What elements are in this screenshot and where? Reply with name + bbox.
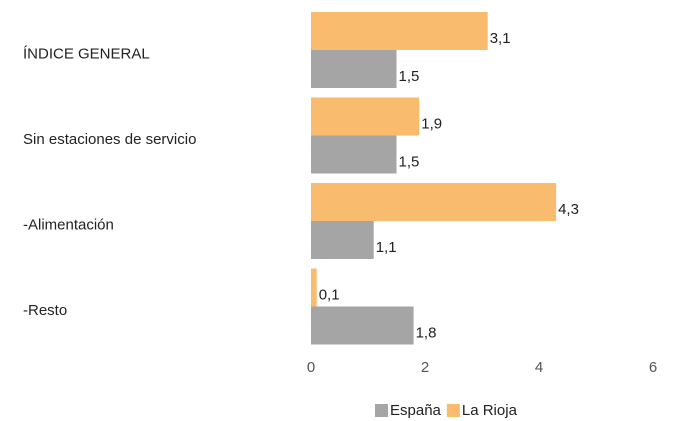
legend-label: España [390,402,442,419]
x-tick-label: 6 [649,359,657,376]
bar [311,97,420,136]
bar [311,135,397,174]
legend-swatch [446,404,460,417]
legend-label: La Rioja [462,402,518,419]
value-label: 4,3 [558,201,579,218]
value-label: 1,9 [421,115,442,132]
value-label: 1,5 [399,68,420,85]
x-tick-label: 2 [421,359,429,376]
bar [311,221,374,259]
bar [311,306,414,345]
x-tick-label: 0 [307,359,315,376]
bar [311,268,317,307]
value-label: 0,1 [319,286,340,303]
value-label: 3,1 [490,30,511,47]
category-label: -Alimentación [23,217,114,234]
value-label: 1,5 [399,153,420,170]
bar [311,183,557,221]
bar [311,50,397,88]
value-label: 1,8 [416,324,437,341]
bar [311,12,488,50]
value-label: 1,1 [376,239,397,256]
x-tick-label: 4 [535,359,543,376]
category-label: -Resto [23,302,67,319]
category-label: ÍNDICE GENERAL [23,46,150,63]
legend-swatch [375,404,388,417]
category-label: Sin estaciones de servicio [23,131,196,148]
